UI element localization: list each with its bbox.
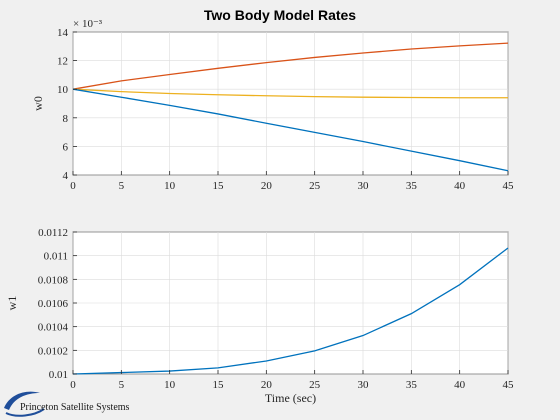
x-tick-label: 30: [358, 180, 370, 192]
y-tick-label: 0.0108: [38, 274, 69, 286]
x-tick-label: 30: [358, 379, 370, 391]
company-logo: Princeton Satellite Systems: [4, 391, 130, 417]
bottom-ticks: 0 5 10 15 20 25 30 35 40 45 0.01 0.0102 0.0104 0.0106…: [38, 227, 514, 391]
x-tick-label: 10: [164, 180, 176, 192]
bottom-subplot: 0 5 10 15 20 25 30 35 40 45 0.01 0.0102 0.0104 0.0106…: [5, 227, 514, 405]
x-tick-label: 40: [454, 379, 466, 391]
y-tick-label: 4: [63, 170, 69, 182]
x-tick-label: 35: [406, 379, 418, 391]
series-line-1: [72, 88, 508, 99]
top-subplot: 0 5 10 15 20 25 30 35 40 45 4 6 8 10 12 14 × 10⁻³ w0: [31, 18, 514, 192]
y-tick-label: 0.0104: [38, 322, 69, 334]
top-y-exponent-label: × 10⁻³: [73, 18, 103, 30]
y-tick-label: 14: [57, 27, 69, 39]
x-tick-label: 5: [119, 180, 125, 192]
series-line-0: [72, 42, 509, 90]
top-plot-area: [72, 31, 509, 176]
y-tick-label: 0.0102: [38, 345, 68, 357]
x-tick-label: 20: [261, 180, 273, 192]
y-tick-label: 0.01: [49, 369, 68, 381]
x-tick-label: 35: [406, 180, 418, 192]
x-tick-label: 25: [309, 180, 321, 192]
x-tick-label: 40: [454, 180, 466, 192]
logo-arc-icon: [5, 408, 45, 417]
top-ticks: 0 5 10 15 20 25 30 35 40 45 4 6 8 10 12 14: [57, 27, 514, 192]
bottom-y-axis-label: w1: [5, 296, 19, 311]
y-tick-label: 12: [57, 56, 68, 68]
top-y-axis-label: w0: [31, 96, 45, 111]
top-series-group: [72, 42, 509, 172]
y-tick-label: 0.011: [44, 251, 68, 263]
y-tick-label: 0.0112: [38, 227, 68, 239]
x-tick-label: 45: [503, 180, 515, 192]
x-tick-label: 10: [164, 379, 176, 391]
bottom-gridlines: [72, 231, 509, 375]
bottom-series-group: [72, 247, 509, 375]
x-tick-label: 5: [119, 379, 125, 391]
chart-title: Two Body Model Rates: [204, 7, 356, 23]
bottom-x-axis-label: Time (sec): [265, 391, 316, 405]
y-tick-label: 8: [63, 113, 69, 125]
x-tick-label: 0: [70, 379, 76, 391]
y-tick-label: 0.0106: [38, 298, 69, 310]
x-tick-label: 15: [213, 180, 225, 192]
x-tick-label: 15: [213, 379, 225, 391]
y-tick-label: 6: [63, 141, 69, 153]
y-tick-label: 10: [57, 84, 69, 96]
logo-swoosh-icon: [4, 391, 40, 410]
x-tick-label: 0: [70, 180, 76, 192]
x-tick-label: 45: [503, 379, 515, 391]
logo-text: Princeton Satellite Systems: [20, 402, 130, 413]
series-line-0: [72, 247, 509, 375]
x-tick-label: 20: [261, 379, 273, 391]
x-tick-label: 25: [309, 379, 321, 391]
series-line-2: [72, 88, 509, 172]
